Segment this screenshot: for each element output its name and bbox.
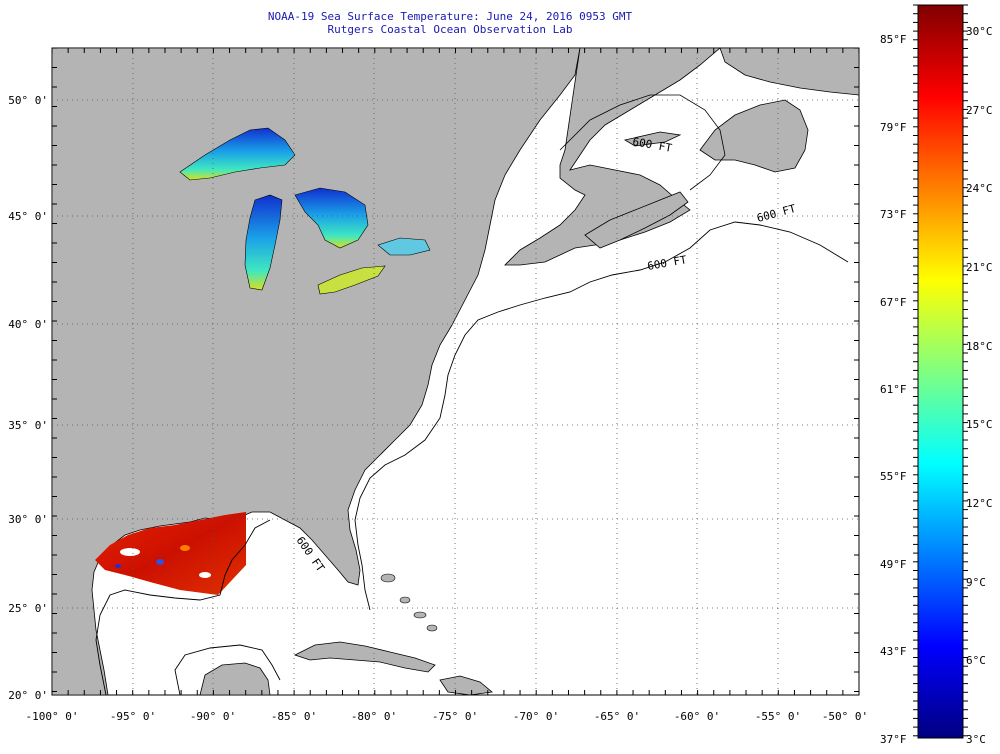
lon-label: -90° 0' (190, 710, 236, 723)
colorbar-f-label: 55°F (880, 470, 907, 483)
lon-label: -60° 0' (674, 710, 720, 723)
isobath-600ft-yucatan (174, 644, 281, 695)
lat-label: 45° 0' (8, 210, 48, 223)
map-title: NOAA-19 Sea Surface Temperature: June 24… (267, 10, 633, 23)
map-ticks (51, 47, 860, 695)
cuba-land (293, 641, 436, 673)
latitude-labels: 50° 0' 45° 0' 40° 0' 35° 0' 30° 0' 25° 0… (8, 94, 48, 702)
longitude-labels: -100° 0' -95° 0' -90° 0' -85° 0' -80° 0'… (26, 710, 869, 723)
colorbar-c-label: 27°C (966, 104, 993, 117)
lon-label: -50° 0' (822, 710, 868, 723)
great-lakes-sst (179, 127, 431, 295)
hispaniola-land (439, 675, 493, 695)
colorbar-f-label: 79°F (880, 121, 907, 134)
map-subtitle: Rutgers Coastal Ocean Observation Lab (327, 23, 573, 36)
lon-label: -65° 0' (594, 710, 640, 723)
gulf-sst-cloud-specks (115, 545, 211, 578)
colorbar (917, 4, 964, 739)
nova-scotia-land (584, 191, 689, 249)
isobath-600ft-gulf (95, 519, 271, 695)
newfoundland-land (699, 99, 809, 173)
colorbar-c-label: 30°C (966, 25, 993, 38)
isobath-600ft-gulfstlawrence (559, 94, 726, 191)
colorbar-f-label: 37°F (880, 733, 907, 746)
lon-label: -70° 0' (513, 710, 559, 723)
yucatan-land (199, 662, 271, 695)
labrador-land (719, 48, 859, 96)
bahamas-islands (380, 573, 438, 632)
lat-label: 50° 0' (8, 94, 48, 107)
colorbar-f-label: 49°F (880, 558, 907, 571)
lat-label: 25° 0' (8, 602, 48, 615)
colorbar-f-label: 85°F (880, 33, 907, 46)
lat-label: 20° 0' (8, 689, 48, 702)
colorbar-c-label: 12°C (966, 497, 993, 510)
colorbar-f-label: 61°F (880, 383, 907, 396)
colorbar-ticks (913, 4, 968, 737)
lon-label: -80° 0' (351, 710, 397, 723)
lon-label: -85° 0' (271, 710, 317, 723)
colorbar-c-label: 3°C (966, 733, 986, 746)
colorbar-c-label: 6°C (966, 654, 986, 667)
isobath-600ft (354, 221, 849, 611)
colorbar-f-label: 67°F (880, 296, 907, 309)
colorbar-c-label: 18°C (966, 340, 993, 353)
lat-label: 30° 0' (8, 513, 48, 526)
anticosti-land (623, 131, 682, 147)
colorbar-f-label: 73°F (880, 208, 907, 221)
lon-label: -75° 0' (432, 710, 478, 723)
lat-label: 35° 0' (8, 419, 48, 432)
lon-label: -100° 0' (26, 710, 79, 723)
lon-label: -55° 0' (755, 710, 801, 723)
colorbar-c-label: 21°C (966, 261, 993, 274)
colorbar-c-label: 9°C (966, 576, 986, 589)
lon-label: -95° 0' (110, 710, 156, 723)
colorbar-f-label: 43°F (880, 645, 907, 658)
colorbar-c-label: 24°C (966, 182, 993, 195)
colorbar-c-label: 15°C (966, 418, 993, 431)
lat-label: 40° 0' (8, 318, 48, 331)
